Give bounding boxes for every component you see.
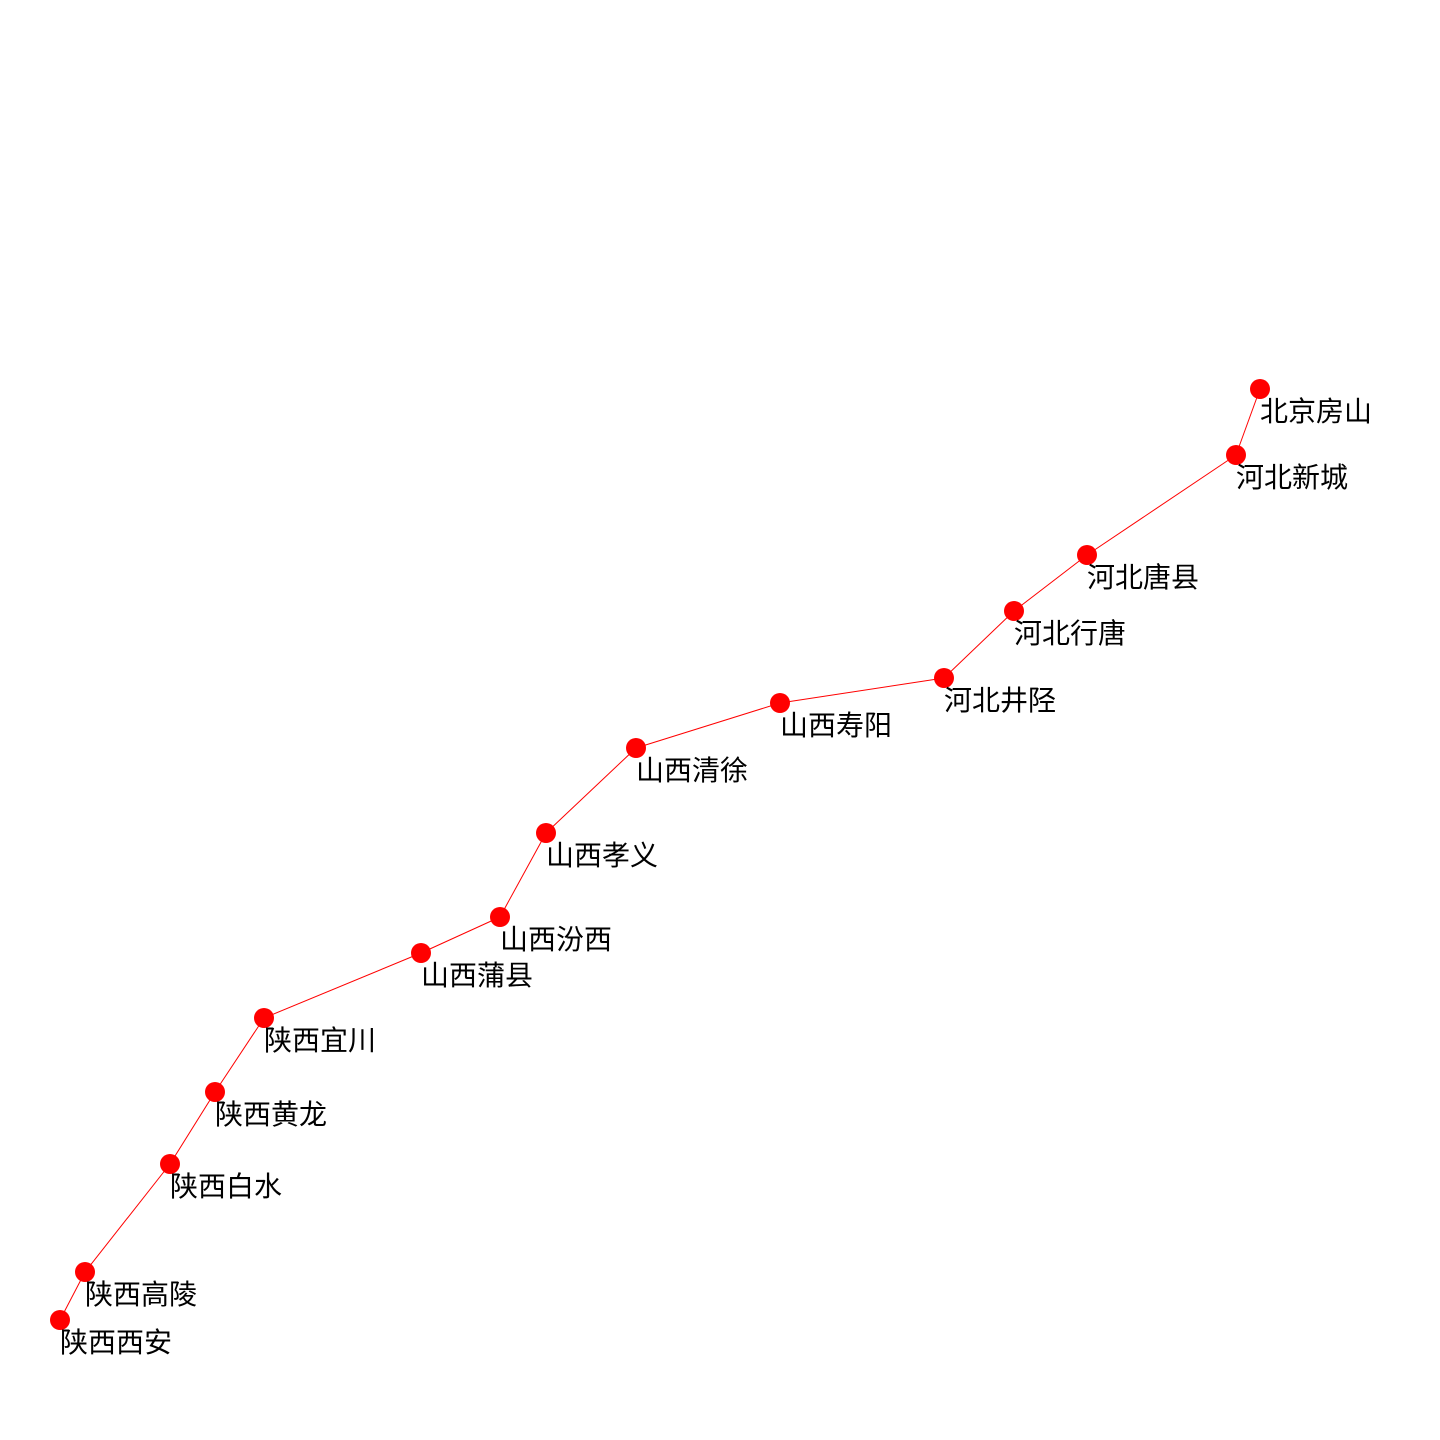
station-label-shaanxi-yichuan: 陕西宜川 xyxy=(264,1024,376,1057)
station-marker-shanxi-xiaoyi xyxy=(536,823,556,843)
route-segment-hebei-xincheng-to-hebei-tangxian xyxy=(1086,454,1237,556)
station-label-beijing-fangshan: 北京房山 xyxy=(1260,395,1372,428)
route-segment-hebei-jingxing-to-shanxi-shouyang xyxy=(779,677,945,704)
route-segment-shanxi-xiaoyi-to-shanxi-fenxi xyxy=(499,832,547,918)
station-marker-shaanxi-yichuan xyxy=(254,1008,274,1028)
station-marker-beijing-fangshan xyxy=(1250,379,1270,399)
station-marker-shanxi-shouyang xyxy=(770,693,790,713)
station-label-shanxi-puxian: 山西蒲县 xyxy=(421,959,533,992)
station-label-shaanxi-huanglong: 陕西黄龙 xyxy=(215,1098,327,1131)
station-marker-hebei-jingxing xyxy=(934,668,954,688)
station-markers xyxy=(50,379,1270,1330)
route-segment-shaanxi-huanglong-to-shaanxi-baishui xyxy=(169,1091,216,1165)
station-label-hebei-jingxing: 河北井陉 xyxy=(944,684,1056,717)
station-label-hebei-xincheng: 河北新城 xyxy=(1236,461,1348,494)
station-marker-shanxi-fenxi xyxy=(490,907,510,927)
route-segment-shanxi-puxian-to-shaanxi-yichuan xyxy=(263,952,422,1019)
route-segment-shaanxi-baishui-to-shaanxi-gaoling xyxy=(84,1163,171,1273)
station-marker-hebei-xingtang xyxy=(1004,601,1024,621)
route-segment-shanxi-fenxi-to-shanxi-puxian xyxy=(420,916,501,954)
route-segment-shanxi-shouyang-to-shanxi-qingxu xyxy=(635,702,781,749)
station-label-hebei-xingtang: 河北行唐 xyxy=(1014,617,1126,650)
station-label-shanxi-shouyang: 山西寿阳 xyxy=(780,709,892,742)
route-segment-shanxi-qingxu-to-shanxi-xiaoyi xyxy=(545,747,637,834)
route-segment-beijing-fangshan-to-hebei-xincheng xyxy=(1235,388,1261,456)
station-label-shaanxi-baishui: 陕西白水 xyxy=(170,1170,282,1203)
station-label-hebei-tangxian: 河北唐县 xyxy=(1087,561,1199,594)
station-label-shanxi-qingxu: 山西清徐 xyxy=(636,754,748,787)
station-label-shaanxi-gaoling: 陕西高陵 xyxy=(85,1278,197,1311)
station-marker-shaanxi-baishui xyxy=(160,1154,180,1174)
route-segment-hebei-tangxian-to-hebei-xingtang xyxy=(1013,554,1088,612)
station-marker-shaanxi-huanglong xyxy=(205,1082,225,1102)
station-label-shanxi-fenxi: 山西汾西 xyxy=(500,923,612,956)
station-marker-hebei-xincheng xyxy=(1226,445,1246,465)
station-marker-shaanxi-gaoling xyxy=(75,1262,95,1282)
station-marker-shaanxi-xian xyxy=(50,1310,70,1330)
station-marker-shanxi-qingxu xyxy=(626,738,646,758)
route-segment-shaanxi-yichuan-to-shaanxi-huanglong xyxy=(214,1017,265,1093)
station-marker-shanxi-puxian xyxy=(411,943,431,963)
station-label-shaanxi-xian: 陕西西安 xyxy=(60,1326,172,1359)
station-label-shanxi-xiaoyi: 山西孝义 xyxy=(546,839,658,872)
station-marker-hebei-tangxian xyxy=(1077,545,1097,565)
station-labels: 北京房山河北新城河北唐县河北行唐河北井陉山西寿阳山西清徐山西孝义山西汾西山西蒲县… xyxy=(60,395,1372,1359)
route-segment-hebei-xingtang-to-hebei-jingxing xyxy=(943,610,1015,679)
